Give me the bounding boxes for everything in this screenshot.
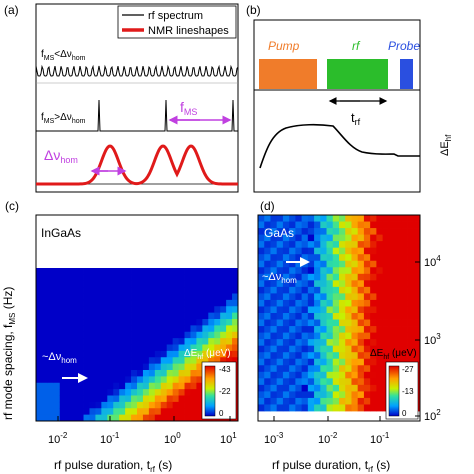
- panel-c-colorbar: [204, 365, 216, 417]
- dnu-hom-label: Δνhom: [44, 147, 78, 165]
- panel-d-y-ticks: 102 103 104: [415, 254, 441, 423]
- panel-d-cbar-tick-max: -27: [402, 365, 414, 374]
- panel-d-dnu-label: ~Δνhom: [262, 271, 297, 285]
- panel-d-frame: [257, 214, 421, 422]
- x-tick-label: 101: [220, 431, 237, 446]
- panel-d-cbar-tick-mid: -13: [402, 387, 414, 396]
- panel-c-x-ticks: 10-2 10-1 100 101: [48, 416, 237, 446]
- dehf-axis-label: ΔEhf: [439, 134, 453, 156]
- probe-label: Probe: [388, 39, 420, 53]
- panel-a-legend: rf spectrum NMR lineshapes: [117, 5, 237, 39]
- panel-c-frame: [35, 214, 239, 422]
- x-tick-label: 10-2: [318, 431, 338, 446]
- y-tick-label: 102: [424, 408, 441, 423]
- panel-d-colorbar-title: ΔEhf (μeV): [370, 348, 417, 361]
- nmr-lineshapes: [36, 144, 238, 186]
- x-tick-label: 10-2: [48, 431, 68, 446]
- panel-c-cbar-tick-max: -43: [219, 365, 231, 374]
- sparse-rf-spectrum: [36, 99, 238, 132]
- rf-pulse: [327, 59, 388, 89]
- cond-low-label: fMS<Δνhom: [41, 49, 86, 62]
- panel-b: (b) Pump rf Probe trf ΔEhf: [246, 3, 453, 193]
- panel-c: (c) InGaAs ~Δνhom ΔEhf (μeV) -43 -22 0 1…: [1, 199, 239, 474]
- panel-a-label: (a): [4, 3, 19, 17]
- x-tick-label: 100: [164, 431, 181, 446]
- legend-nmr-label: NMR lineshapes: [148, 25, 229, 37]
- panel-d-label: (d): [260, 199, 275, 213]
- panel-c-material: InGaAs: [41, 226, 81, 240]
- panel-d-x-ticks: 10-3 10-2 10-1: [264, 416, 390, 446]
- dehf-trace: [259, 123, 420, 169]
- panel-c-ylabel: rf mode spacing, fMS (Hz): [1, 287, 17, 420]
- cond-high-label: fMS>Δνhom: [41, 112, 86, 125]
- pump-pulse: [259, 59, 317, 89]
- panel-a-frame: [35, 3, 239, 193]
- rf-label: rf: [352, 39, 361, 53]
- panel-c-dnu-label: ~Δνhom: [42, 351, 77, 365]
- panel-d-xlabel: rf pulse duration, trf (s): [272, 458, 390, 474]
- trf-label: trf: [351, 110, 361, 127]
- panel-b-label: (b): [246, 3, 261, 17]
- panel-a: (a) rf spectrum NMR lineshapes fMS<Δνhom…: [4, 3, 239, 193]
- dense-rf-spectrum: [35, 64, 239, 77]
- panel-d: (d) GaAs ~Δνhom ΔEhf (μeV) -27 -13 0 10-…: [257, 199, 441, 474]
- panel-c-cbar-tick-mid: -22: [219, 387, 231, 396]
- panel-d-material: GaAs: [264, 226, 294, 240]
- legend-rf-label: rf spectrum: [148, 10, 203, 22]
- x-tick-label: 10-1: [370, 431, 390, 446]
- probe-pulse: [400, 59, 413, 89]
- panel-c-xlabel: rf pulse duration, trf (s): [54, 458, 172, 474]
- panel-b-frame: [253, 19, 421, 193]
- x-tick-label: 10-3: [264, 431, 284, 446]
- panel-d-colorbar: [388, 365, 400, 417]
- fms-label: fMS: [180, 99, 197, 117]
- panel-c-label: (c): [5, 199, 19, 213]
- panel-c-cbar-tick-min: 0: [219, 409, 224, 418]
- y-tick-label: 104: [424, 254, 441, 269]
- panel-c-colorbar-title: ΔEhf (μeV): [184, 348, 231, 361]
- x-tick-label: 10-1: [100, 431, 120, 446]
- y-tick-label: 103: [424, 332, 441, 347]
- panel-d-cbar-tick-min: 0: [402, 409, 407, 418]
- pump-label: Pump: [268, 39, 300, 53]
